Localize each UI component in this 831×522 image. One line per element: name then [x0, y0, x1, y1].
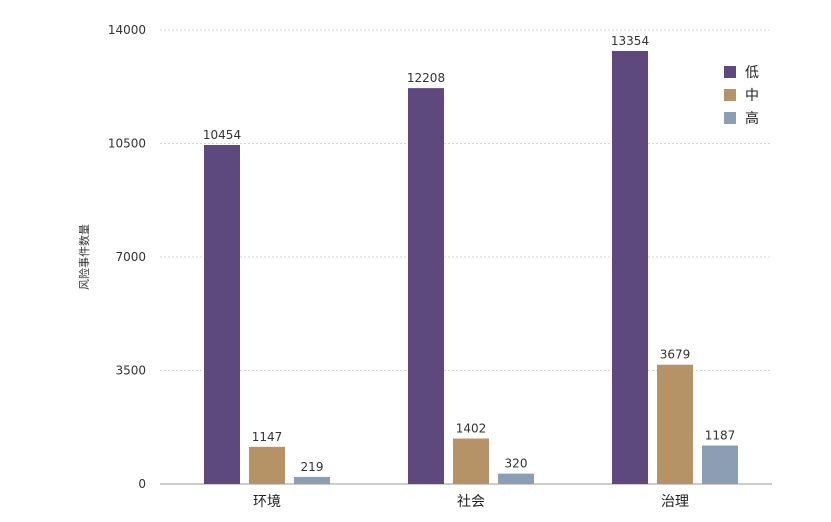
y-tick-label: 14000: [108, 23, 146, 37]
bar: [204, 144, 240, 485]
bar: [249, 446, 285, 484]
data-label: 3679: [660, 348, 691, 362]
data-label: 1402: [456, 422, 487, 436]
legend-swatch: [724, 112, 736, 124]
legend: 低中高: [724, 65, 759, 127]
y-tick-label: 7000: [115, 250, 146, 264]
x-category-label: 治理: [661, 494, 689, 510]
bar: [294, 476, 330, 484]
data-labels: 10454 1147 219 12208 1402 320 13354 3679 1187: [203, 34, 735, 474]
data-label: 12208: [407, 71, 445, 85]
y-axis-label: 风险事件数量: [77, 224, 91, 290]
y-tick-label: 3500: [115, 364, 146, 378]
legend-label: 中: [745, 88, 759, 104]
bar: [612, 50, 648, 485]
bar: [498, 473, 534, 484]
bar: [453, 438, 489, 484]
y-tick-label: 10500: [108, 137, 146, 151]
legend-swatch: [724, 89, 736, 101]
legend-label: 高: [745, 110, 759, 127]
y-axis-ticks: 0 3500 7000 10500 14000: [108, 23, 146, 491]
bars: [204, 50, 738, 485]
data-label: 320: [505, 457, 528, 471]
legend-swatch: [724, 66, 736, 78]
bar: [657, 364, 693, 484]
data-label: 1147: [252, 430, 283, 444]
data-label: 13354: [611, 34, 649, 48]
legend-label: 低: [745, 65, 759, 81]
bar: [702, 445, 738, 484]
data-label: 10454: [203, 128, 241, 142]
x-category-label: 环境: [253, 494, 281, 510]
x-axis-categories: 环境 社会 治理: [253, 494, 689, 510]
bar: [408, 88, 444, 484]
gridlines: [160, 29, 772, 371]
x-category-label: 社会: [457, 494, 485, 510]
data-label: 1187: [705, 429, 736, 443]
data-label: 219: [301, 460, 324, 474]
y-tick-label: 0: [138, 477, 146, 491]
